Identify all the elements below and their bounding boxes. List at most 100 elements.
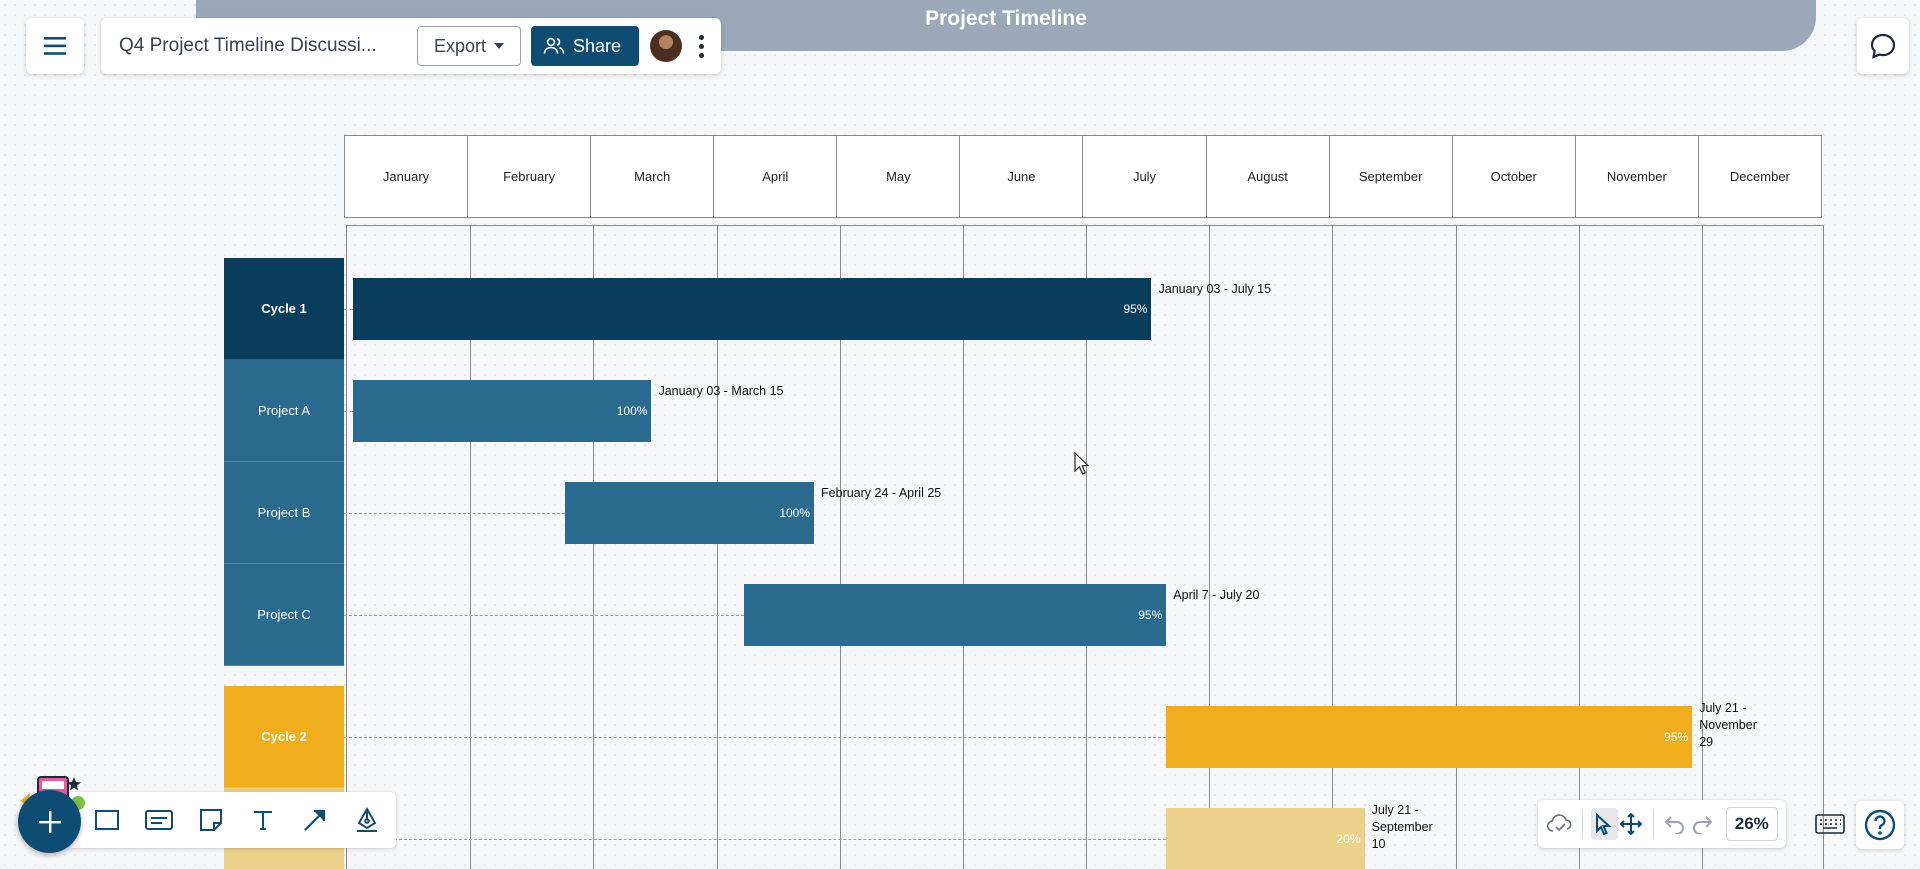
row-label[interactable]: Project B [224,462,344,564]
month-header-cell: June [959,136,1082,217]
bar-date-range: January 03 - July 15 [1159,281,1272,298]
row-label[interactable]: Project A [224,360,344,462]
mouse-pointer-icon [1074,452,1090,475]
row-label[interactable]: Project C [224,564,344,666]
date-range-line: 29 [1699,735,1714,749]
divider [1652,809,1654,839]
more-options-button[interactable] [695,31,708,62]
card-tool[interactable] [144,805,174,835]
export-button[interactable]: Export [417,26,522,66]
cloud-check-icon [1546,814,1572,832]
month-grid-line [716,226,718,869]
bar-percent: 95% [1123,302,1148,316]
sticky-note-icon [200,809,222,831]
bar-percent: 100% [616,404,648,418]
timeline-bar[interactable]: 95% [353,278,1152,340]
bar-date-range: July 21 - November 29 [1699,700,1757,751]
row-connector [344,839,1167,840]
month-header-cell: May [836,136,959,217]
month-header-cell: October [1451,136,1575,217]
date-range-line: July 21 - [1371,803,1419,817]
month-grid-line [593,226,595,869]
page-title: Project Timeline [925,7,1087,30]
month-header-cell: January [382,169,430,184]
row-connector [344,309,354,310]
date-range-line: July 21 - [1699,701,1747,715]
date-range-line: 10 [1371,837,1386,851]
zoom-level[interactable]: 26% [1725,807,1779,841]
plus-icon [38,810,61,833]
select-tool[interactable] [1590,808,1618,840]
month-grid-line [470,226,472,869]
month-grid-line [1578,226,1580,869]
undo-button[interactable] [1662,808,1689,840]
kebab-dot [699,34,705,40]
row-label[interactable]: Cycle 2 [224,686,344,788]
bar-date-range: January 03 - March 15 [658,383,783,400]
keyboard-shortcuts-button[interactable] [1814,808,1846,840]
arrow-icon [304,809,326,831]
date-range-line: September [1371,820,1433,834]
month-grid-line [1209,226,1211,869]
text-tool[interactable] [248,805,278,835]
chevron-down-icon [494,43,505,49]
month-header-cell: February [467,136,590,217]
comments-button[interactable] [1857,18,1909,74]
share-label: Share [573,35,622,56]
timeline-bar[interactable]: 20% [1166,808,1365,869]
bar-date-range: February 24 - April 25 [821,485,941,502]
month-grid-line [962,226,964,869]
redo-button[interactable] [1689,808,1716,840]
month-grid-line [839,226,841,869]
month-header-cell: September [1328,136,1452,217]
timeline-bar[interactable]: 95% [1166,706,1693,768]
people-icon [543,37,565,54]
month-grid-line [1332,226,1334,869]
row-connector [344,737,1167,738]
month-grid-line [1086,226,1087,869]
pan-tool[interactable] [1618,808,1645,840]
month-header-cell: April [713,136,836,217]
share-button[interactable]: Share [531,26,640,66]
shape-toolbar [70,792,396,848]
keyboard-icon [1815,814,1845,834]
export-label: Export [434,35,487,56]
add-button[interactable] [18,790,81,853]
date-range-line: February 24 - April 25 [821,486,942,500]
row-connector [344,411,354,412]
pen-tool[interactable] [352,805,382,835]
question-mark-icon [1864,809,1896,841]
help-button[interactable] [1856,801,1904,849]
bar-percent: 95% [1138,608,1163,622]
speech-bubble-icon [1870,33,1896,59]
undo-icon [1664,816,1685,834]
timeline-month-header: January February March April May June July Augu… [344,135,1822,218]
main-menu-button[interactable] [26,18,84,74]
cloud-sync-status[interactable] [1546,808,1574,840]
date-range-line: January 03 - July 15 [1158,282,1272,296]
timeline-bar[interactable]: 95% [743,584,1167,646]
sticky-note-tool[interactable] [196,805,226,835]
document-title[interactable]: Q4 Project Timeline Discussi... [119,35,377,56]
document-toolbar: Q4 Project Timeline Discussi... Export S… [101,18,721,74]
month-grid-line [1701,226,1703,869]
connector-tool[interactable] [300,805,330,835]
kebab-dot [699,43,705,49]
month-header-cell: March [590,136,713,217]
row-connector [344,513,566,514]
timeline-bar[interactable]: 100% [353,380,652,442]
canvas-controls: 26% [1538,800,1786,848]
kebab-dot [699,52,705,58]
timeline-bar[interactable]: 100% [565,482,815,544]
card-icon [145,810,173,830]
move-arrows-icon [1619,812,1643,836]
avatar[interactable] [650,30,683,62]
divider [1582,809,1583,839]
row-label[interactable]: Cycle 1 [224,258,344,360]
rectangle-tool[interactable] [92,805,122,835]
month-header-cell: August [1205,136,1329,217]
row-connector [344,615,744,616]
bar-percent: 95% [1664,730,1689,744]
date-range-line: April 7 - July 20 [1173,588,1260,602]
pen-icon [357,807,377,832]
